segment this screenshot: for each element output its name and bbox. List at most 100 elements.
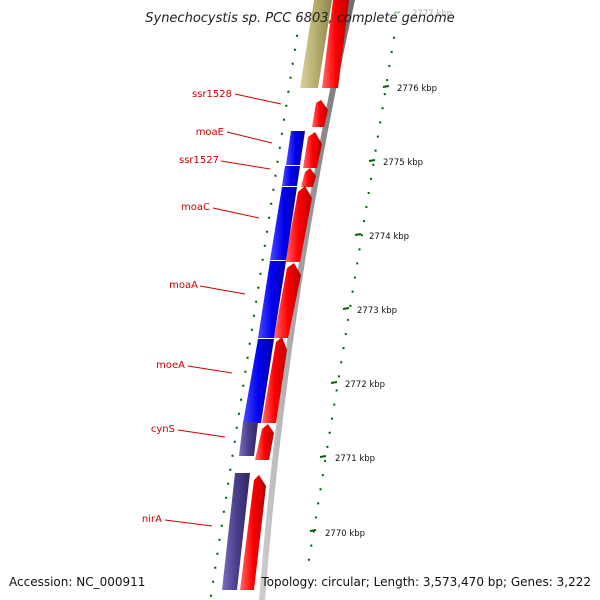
tick-dot — [209, 594, 213, 597]
topology-text: Topology: circular; Length: 3,573,470 bp… — [260, 575, 591, 589]
tick-dot — [392, 36, 396, 39]
tick-dot — [383, 92, 387, 96]
tick-dot — [344, 332, 348, 336]
tick-dot — [220, 524, 224, 527]
tick-dot — [323, 459, 327, 463]
scale-label-2771: 2771 kbp — [335, 454, 375, 464]
tick-dot — [231, 454, 234, 457]
tick-dot — [257, 286, 260, 289]
tick-dot — [269, 202, 273, 205]
gene-label-lines — [164, 93, 282, 527]
gene-feature-moaC — [270, 187, 297, 260]
scale-tick-2772 — [330, 381, 338, 384]
cds-feature-moaC — [285, 186, 312, 262]
tick-dot — [316, 502, 320, 505]
gene-label-moaA: moaA — [169, 280, 198, 291]
tick-dot — [276, 160, 279, 163]
tick-dot — [244, 370, 247, 373]
gene-feature-moeA — [243, 339, 274, 423]
scale-label-2772: 2772 kbp — [345, 380, 385, 390]
tick-dot — [239, 398, 243, 401]
scale-tick-2777 — [393, 11, 401, 14]
tick-dot — [376, 135, 380, 138]
tick-dot — [385, 78, 389, 82]
cds-feature-cynS — [255, 424, 274, 460]
tick-dot — [267, 216, 271, 219]
tick-dot — [291, 62, 294, 65]
tick-dot — [222, 510, 226, 513]
tick-dot — [378, 121, 382, 124]
tick-dot — [289, 76, 292, 79]
tick-dot — [218, 538, 221, 541]
tick-dot — [248, 342, 251, 345]
cds-feature-moeA — [262, 337, 287, 423]
tick-dot — [339, 361, 343, 364]
tick-dot — [330, 417, 334, 420]
tick-dot — [261, 258, 264, 261]
gene-label-moeA: moeA — [156, 360, 185, 371]
tick-dot — [360, 234, 364, 237]
tick-dot — [214, 566, 217, 569]
tick-dot — [353, 276, 357, 279]
scale-label-2773: 2773 kbp — [357, 306, 397, 316]
tick-dot — [229, 468, 232, 471]
tick-dot — [235, 426, 239, 429]
tick-dot — [285, 104, 288, 107]
tick-dot — [259, 272, 262, 275]
tick-dot — [211, 580, 215, 583]
gene-feature-cynS — [239, 422, 258, 456]
tick-dot — [242, 384, 245, 387]
tick-dot — [326, 445, 329, 449]
tick-dot — [274, 174, 277, 177]
tick-dot — [246, 356, 249, 359]
tick-dot — [280, 132, 284, 135]
scale-label-2776: 2776 kbp — [397, 84, 437, 94]
tick-dot — [328, 431, 331, 434]
gene-feature-nirA — [222, 473, 250, 590]
tick-dot — [272, 188, 275, 191]
tick-dot — [342, 346, 345, 350]
tick-dot — [355, 262, 359, 265]
tick-dot — [310, 544, 313, 547]
tick-dot — [349, 304, 352, 308]
tick-dot — [335, 389, 338, 392]
gene-label-moaC: moaC — [181, 202, 210, 213]
scale-label-2770: 2770 kbp — [325, 529, 365, 539]
tick-dot — [362, 219, 366, 223]
tick-dot — [287, 90, 290, 93]
forward-strand-features — [240, 0, 349, 590]
tick-dot — [369, 177, 373, 181]
tick-dot — [233, 440, 236, 443]
cds-feature-moaE — [303, 132, 322, 168]
cds-feature-ssr1527 — [301, 168, 316, 187]
tick-dot — [265, 230, 269, 233]
tick-dot — [351, 290, 354, 293]
gene-feature-olive — [300, 0, 332, 88]
genome-title: Synechocystis sp. PCC 6803, complete gen… — [145, 11, 454, 26]
genome-backbone — [259, 0, 355, 600]
gene-feature-ssr1527 — [282, 166, 300, 186]
gene-label-cynS: cynS — [151, 424, 175, 435]
scale-tick-2774 — [354, 233, 362, 236]
tick-dot — [321, 473, 325, 477]
gene-labels: ssr1528 moaE ssr1527 moaC moaA moeA cynS… — [142, 89, 232, 525]
tick-dot — [293, 48, 297, 51]
tick-dot — [254, 300, 258, 303]
scale-label-2777: 2777 kbp — [412, 9, 452, 19]
gene-label-nirA: nirA — [142, 514, 162, 525]
gene-label-ssr1527: ssr1527 — [179, 155, 219, 166]
tick-dot — [224, 496, 228, 499]
gene-feature-moaA — [258, 261, 286, 338]
tick-dot — [333, 403, 336, 406]
scale-label-2774: 2774 kbp — [369, 232, 409, 242]
cds-feature-nirA — [240, 475, 266, 590]
tick-dot — [346, 318, 350, 322]
scale-label-2775: 2775 kbp — [383, 158, 423, 168]
gene-label-ssr1528: ssr1528 — [192, 89, 232, 100]
tick-dot — [250, 328, 254, 331]
scale-tick-2775 — [368, 159, 376, 162]
tick-dot — [307, 558, 311, 561]
scale-tick-2776 — [382, 85, 390, 88]
scale-tick-2771 — [319, 455, 327, 458]
